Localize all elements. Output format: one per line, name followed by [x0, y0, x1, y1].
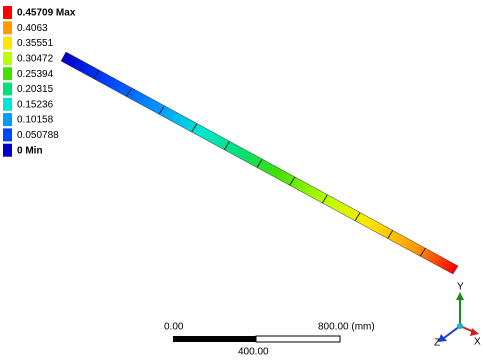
legend-label: 0.4063	[17, 23, 48, 34]
scale-start: 0.00	[164, 322, 184, 333]
scale-end: 800.00 (mm)	[318, 322, 375, 333]
viewport: 0.45709 Max 0.4063 0.35551 0.30472 0.25394 0.…	[0, 0, 483, 360]
legend-label: 0 Min	[17, 145, 43, 156]
legend-label: 0.15236	[17, 99, 54, 110]
legend-swatch	[3, 144, 12, 157]
axis-z: Z	[434, 338, 440, 349]
scale-white	[256, 336, 340, 342]
legend: 0.45709 Max 0.4063 0.35551 0.30472 0.25394 0.…	[3, 6, 76, 157]
graphics-view: 0.45709 Max 0.4063 0.35551 0.30472 0.25394 0.…	[0, 0, 483, 360]
legend-swatch	[3, 128, 12, 141]
triad: Y Z X	[434, 282, 481, 349]
scale-black	[173, 336, 256, 342]
legend-swatch	[3, 21, 12, 34]
legend-swatch	[3, 37, 12, 50]
legend-label: 0.45709 Max	[17, 8, 76, 19]
legend-swatch	[3, 98, 12, 111]
scale-middle: 400.00	[238, 347, 269, 358]
legend-label: 0.25394	[17, 69, 54, 80]
beam	[61, 52, 458, 274]
axis-y: Y	[457, 282, 464, 293]
legend-label: 0.10158	[17, 115, 54, 126]
scale-bar: 0.00 800.00 (mm) 400.00	[164, 322, 375, 358]
legend-label: 0.050788	[17, 130, 59, 141]
legend-label: 0.30472	[17, 54, 54, 65]
legend-label: 0.20315	[17, 84, 54, 95]
legend-swatch	[3, 83, 12, 96]
legend-swatch	[3, 6, 12, 19]
legend-label: 0.35551	[17, 38, 54, 49]
legend-swatch	[3, 113, 12, 126]
legend-swatch	[3, 52, 12, 65]
axis-x: X	[474, 337, 481, 348]
legend-swatch	[3, 67, 12, 80]
